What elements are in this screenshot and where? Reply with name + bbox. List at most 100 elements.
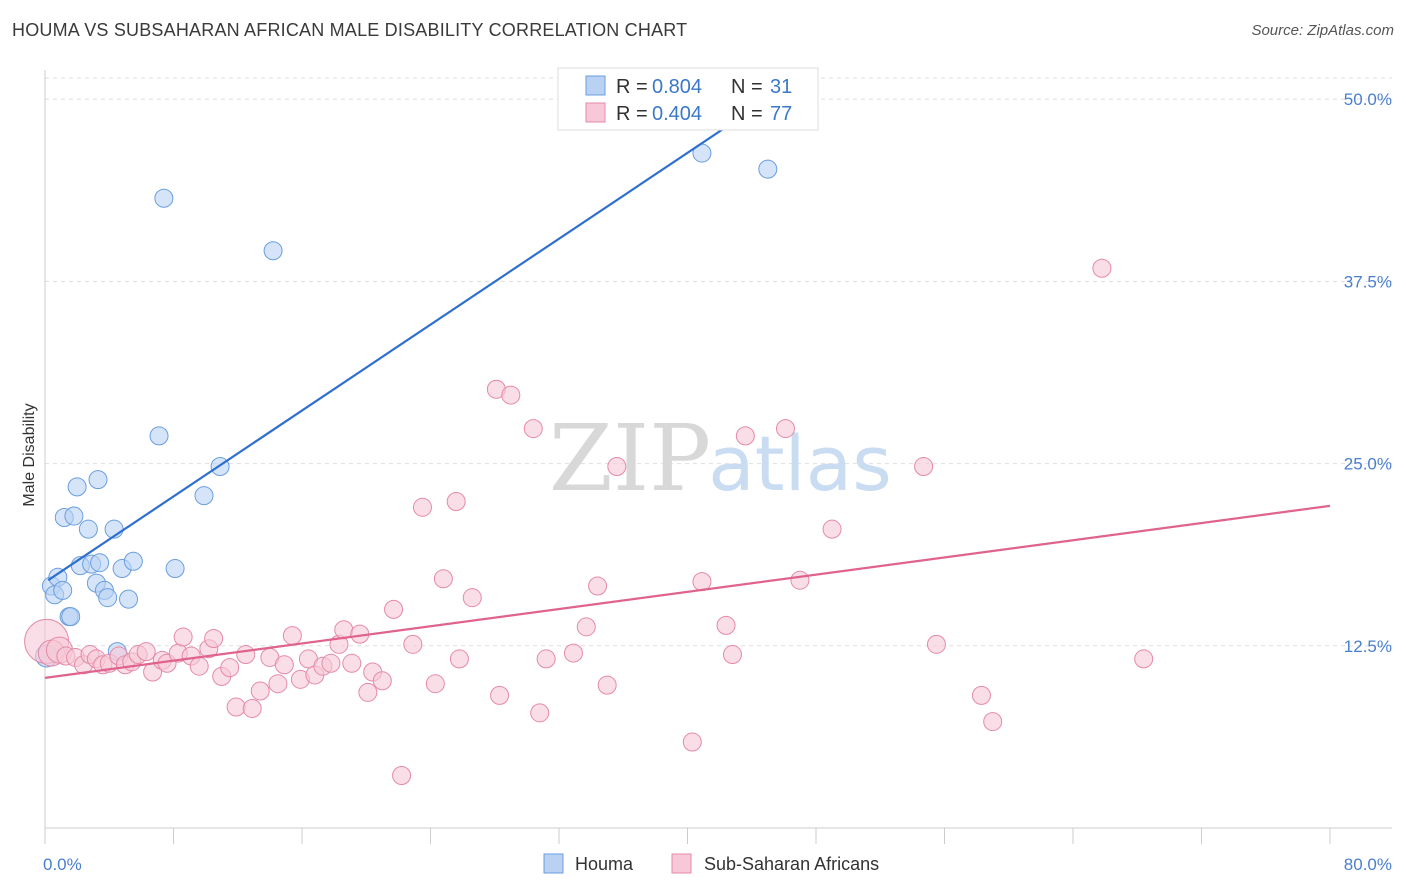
bottom-legend-swatch-houma (543, 853, 564, 874)
legend-n-label-1: N = (731, 103, 763, 125)
subsaharan-point-21 (189, 656, 209, 676)
houma-point-21 (119, 589, 139, 609)
legend-swatch-subsaharan (585, 102, 606, 123)
chart-title: HOUMA VS SUBSAHARAN AFRICAN MALE DISABIL… (12, 20, 688, 40)
subsaharan-point-71 (775, 419, 795, 439)
legend-swatch-houma (585, 75, 606, 96)
legend-n-value-1: 77 (770, 103, 792, 125)
subsaharan-point-31 (268, 674, 288, 694)
subsaharan-point-76 (971, 685, 991, 705)
legend-r-value-1: 0.404 (652, 103, 702, 125)
subsaharan-point-53 (449, 649, 469, 669)
legend-r-label-1: R = (616, 103, 648, 125)
subsaharan-point-32 (274, 655, 294, 675)
subsaharan-point-69 (722, 645, 742, 665)
subsaharan-point-67 (692, 572, 712, 592)
houma-point-7 (61, 607, 81, 627)
subsaharan-point-62 (576, 617, 596, 637)
subsaharan-point-51 (433, 569, 453, 589)
houma-point-22 (123, 551, 143, 571)
houma-point-26 (194, 486, 214, 506)
subsaharan-point-74 (914, 456, 934, 476)
subsaharan-point-25 (220, 658, 240, 678)
legend-n-value-0: 31 (770, 76, 792, 98)
houma-point-9 (67, 477, 87, 497)
axes (44, 70, 1392, 844)
bottom-legend-houma: Houma (575, 854, 634, 874)
x-tick-labels: 0.0% 80.0% (43, 855, 1392, 874)
subsaharan-point-41 (342, 653, 362, 673)
houma-point-15 (90, 553, 110, 573)
bottom-legend-swatch-subsaharan (671, 853, 692, 874)
subsaharan-point-78 (1092, 258, 1112, 278)
subsaharan-point-28 (242, 698, 262, 718)
houma-point-23 (149, 426, 169, 446)
houma-point-4 (53, 580, 73, 600)
subsaharan-point-63 (588, 576, 608, 596)
y-tick-labels: 12.5% 25.0% 37.5% 50.0% (1344, 90, 1392, 656)
subsaharan-point-57 (501, 385, 521, 405)
subsaharan-point-79 (1134, 649, 1154, 669)
subsaharan-point-33 (282, 626, 302, 646)
houma-point-30 (758, 159, 778, 179)
subsaharan-point-46 (384, 599, 404, 619)
y-tick-label-2: 37.5% (1344, 272, 1392, 291)
subsaharan-point-47 (392, 766, 412, 786)
subsaharan-point-14 (136, 642, 156, 662)
grid-lines (45, 77, 1392, 647)
subsaharan-point-49 (412, 497, 432, 517)
y-tick-label-3: 50.0% (1344, 90, 1392, 109)
y-tick-label-1: 25.0% (1344, 455, 1392, 474)
subsaharan-point-59 (530, 703, 550, 723)
subsaharan-point-58 (523, 419, 543, 439)
trend-lines (44, 98, 1331, 679)
source-label: Source: ZipAtlas.com (1251, 22, 1394, 39)
houma-point-14 (88, 470, 108, 490)
legend-r-label-0: R = (616, 76, 648, 98)
y-axis-label: Male Disability (21, 403, 38, 506)
subsaharan-point-60 (536, 649, 556, 669)
watermark-atlas: atlas (708, 419, 892, 508)
legend-top: R = 0.804 N = 31 R = 0.404 N = 77 (557, 67, 819, 131)
subsaharan-point-61 (563, 643, 583, 663)
houma-point-24 (154, 188, 174, 208)
subsaharan-point-27 (236, 645, 256, 665)
houma-point-11 (78, 519, 98, 539)
x-tick-label-0: 0.0% (43, 855, 82, 874)
subsaharan-point-54 (462, 588, 482, 608)
subsaharan-trend-line (44, 504, 1331, 679)
subsaharan-point-72 (790, 570, 810, 590)
subsaharan-point-68 (716, 615, 736, 635)
subsaharan-point-48 (403, 634, 423, 654)
subsaharan-point-43 (358, 682, 378, 702)
subsaharan-point-64 (597, 675, 617, 695)
subsaharan-point-29 (250, 681, 270, 701)
subsaharan-point-75 (926, 634, 946, 654)
houma-point-8 (64, 506, 84, 526)
y-tick-label-0: 12.5% (1344, 637, 1392, 656)
houma-point-25 (165, 559, 185, 579)
subsaharan-point-52 (446, 491, 466, 511)
houma-trend-line (47, 98, 769, 582)
subsaharan-point-56 (490, 685, 510, 705)
subsaharan-point-73 (822, 519, 842, 539)
subsaharan-point-45 (372, 671, 392, 691)
x-tick-label-1: 80.0% (1344, 855, 1392, 874)
subsaharan-point-77 (983, 712, 1003, 732)
bottom-legend-subsaharan: Sub-Saharan Africans (704, 854, 879, 874)
subsaharan-point-65 (607, 456, 627, 476)
subsaharan-point-23 (204, 629, 224, 648)
subsaharan-point-26 (226, 697, 246, 717)
legend-bottom: Houma Sub-Saharan Africans (543, 853, 879, 874)
data-points (24, 143, 1154, 786)
subsaharan-point-38 (321, 653, 341, 673)
legend-n-label-0: N = (731, 76, 763, 98)
subsaharan-point-70 (735, 426, 755, 446)
watermark-zip: ZIP (549, 405, 711, 512)
subsaharan-point-50 (425, 674, 445, 694)
houma-point-28 (263, 241, 283, 261)
subsaharan-point-19 (173, 627, 193, 647)
legend-r-value-0: 0.804 (652, 76, 702, 98)
houma-point-17 (98, 588, 118, 608)
